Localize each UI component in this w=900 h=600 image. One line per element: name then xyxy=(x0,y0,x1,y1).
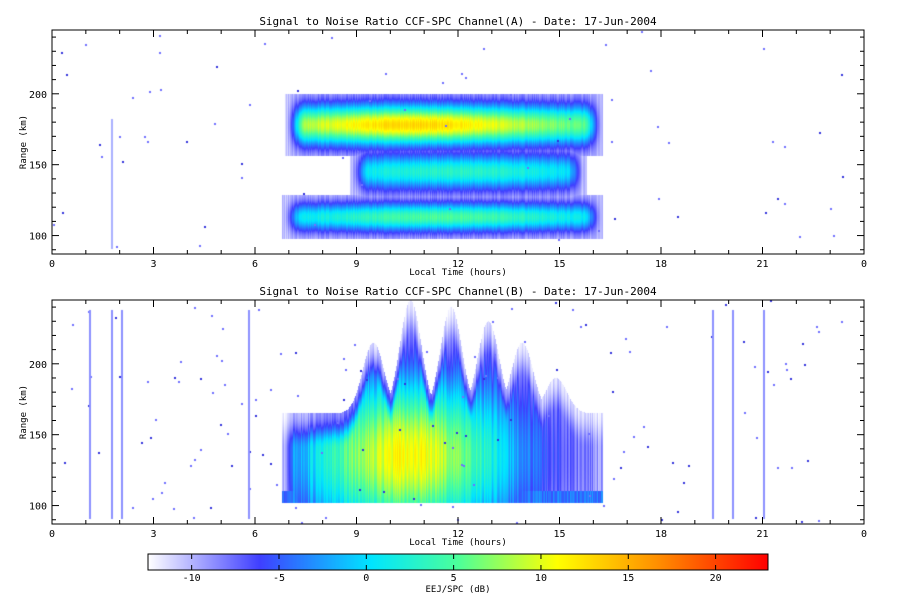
panel-a-axes: 0 3 6 9 12 15 18 21 0 100 150 200 xyxy=(29,30,867,270)
x-tick-label: 6 xyxy=(252,529,258,540)
x-tick-label: 0 xyxy=(49,259,55,270)
x-tick-label: 18 xyxy=(655,529,667,540)
x-tick-label: 12 xyxy=(452,259,464,270)
panel-a-title: Signal to Noise Ratio CCF-SPC Channel(A)… xyxy=(259,15,657,28)
colorbar: -10 -5 0 5 10 15 20 EEJ/SPC (dB) xyxy=(147,553,769,595)
colorbar-gradient xyxy=(147,553,769,571)
x-tick-label: 0 xyxy=(49,529,55,540)
y-tick-label: 150 xyxy=(29,161,47,172)
panel-b: Signal to Noise Ratio CCF-SPC Channel(B)… xyxy=(19,285,867,548)
x-tick-label: 9 xyxy=(353,259,359,270)
panel-b-heatmap-image xyxy=(52,300,864,524)
panel-a-xlabel: Local Time (hours) xyxy=(409,268,507,278)
colorbar-tick-label: 20 xyxy=(710,573,722,584)
panel-b-xlabel: Local Time (hours) xyxy=(409,538,507,548)
colorbar-tick-label: 0 xyxy=(363,573,369,584)
x-tick-label: 21 xyxy=(756,259,768,270)
x-tick-label: 18 xyxy=(655,259,667,270)
y-tick-label: 200 xyxy=(29,360,47,371)
colorbar-ticks: -10 -5 0 5 10 15 20 xyxy=(183,554,722,584)
y-tick-label: 200 xyxy=(29,90,47,101)
panel-a: Signal to Noise Ratio CCF-SPC Channel(A)… xyxy=(19,15,867,278)
panel-b-ylabel: Range (km) xyxy=(19,385,29,439)
colorbar-tick-label: -10 xyxy=(183,573,201,584)
y-tick-label: 100 xyxy=(29,232,47,243)
x-tick-label: 0 xyxy=(861,529,867,540)
colorbar-label: EEJ/SPC (dB) xyxy=(425,585,490,595)
x-tick-label: 3 xyxy=(150,259,156,270)
panel-a-ylabel: Range (km) xyxy=(19,115,29,169)
x-tick-label: 21 xyxy=(756,529,768,540)
colorbar-tick-label: 5 xyxy=(451,573,457,584)
panel-b-axes: 0 3 6 9 12 15 18 21 0 100 150 200 xyxy=(29,300,867,540)
panel-b-title: Signal to Noise Ratio CCF-SPC Channel(B)… xyxy=(259,285,657,298)
x-tick-label: 15 xyxy=(553,529,565,540)
x-tick-label: 6 xyxy=(252,259,258,270)
panel-a-heatmap-image xyxy=(52,30,864,254)
colorbar-tick-label: -5 xyxy=(273,573,285,584)
panel-a-heatmap xyxy=(52,30,864,254)
colorbar-tick-label: 15 xyxy=(622,573,634,584)
x-tick-label: 3 xyxy=(150,529,156,540)
y-tick-label: 150 xyxy=(29,431,47,442)
x-tick-label: 0 xyxy=(861,259,867,270)
x-tick-label: 9 xyxy=(353,529,359,540)
y-tick-label: 100 xyxy=(29,502,47,513)
x-tick-label: 12 xyxy=(452,529,464,540)
colorbar-tick-label: 10 xyxy=(535,573,547,584)
x-tick-label: 15 xyxy=(553,259,565,270)
